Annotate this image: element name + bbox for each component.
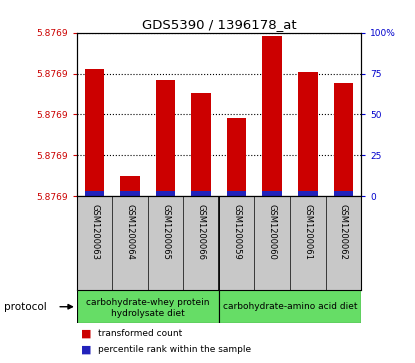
Text: GSM1200065: GSM1200065 bbox=[161, 204, 170, 260]
Bar bbox=[191, 93, 211, 196]
Bar bbox=[262, 36, 282, 196]
Bar bbox=[85, 191, 104, 196]
Text: ■: ■ bbox=[81, 328, 91, 338]
Bar bbox=[227, 118, 247, 196]
Text: carbohydrate-whey protein: carbohydrate-whey protein bbox=[86, 298, 210, 307]
Text: protocol: protocol bbox=[4, 302, 47, 312]
Text: carbohydrate-amino acid diet: carbohydrate-amino acid diet bbox=[223, 302, 357, 311]
Bar bbox=[298, 191, 317, 196]
Bar bbox=[156, 80, 176, 196]
Bar bbox=[191, 191, 211, 196]
Bar bbox=[85, 69, 104, 196]
Text: percentile rank within the sample: percentile rank within the sample bbox=[98, 345, 251, 354]
Bar bbox=[219, 290, 361, 323]
Bar bbox=[120, 191, 140, 196]
Bar bbox=[334, 83, 353, 196]
Text: GSM1200066: GSM1200066 bbox=[197, 204, 206, 260]
Text: GSM1200062: GSM1200062 bbox=[339, 204, 348, 260]
Bar bbox=[77, 290, 219, 323]
Bar bbox=[334, 191, 353, 196]
Text: GSM1200063: GSM1200063 bbox=[90, 204, 99, 260]
Text: transformed count: transformed count bbox=[98, 329, 182, 338]
Text: GSM1200061: GSM1200061 bbox=[303, 204, 312, 260]
Bar bbox=[298, 72, 317, 196]
Bar bbox=[156, 191, 176, 196]
Text: hydrolysate diet: hydrolysate diet bbox=[111, 309, 185, 318]
Bar bbox=[262, 191, 282, 196]
Text: GSM1200059: GSM1200059 bbox=[232, 204, 241, 259]
Title: GDS5390 / 1396178_at: GDS5390 / 1396178_at bbox=[142, 19, 296, 32]
Text: ■: ■ bbox=[81, 344, 91, 354]
Text: GSM1200060: GSM1200060 bbox=[268, 204, 277, 260]
Bar bbox=[227, 191, 247, 196]
Bar bbox=[120, 176, 140, 196]
Text: GSM1200064: GSM1200064 bbox=[126, 204, 134, 260]
